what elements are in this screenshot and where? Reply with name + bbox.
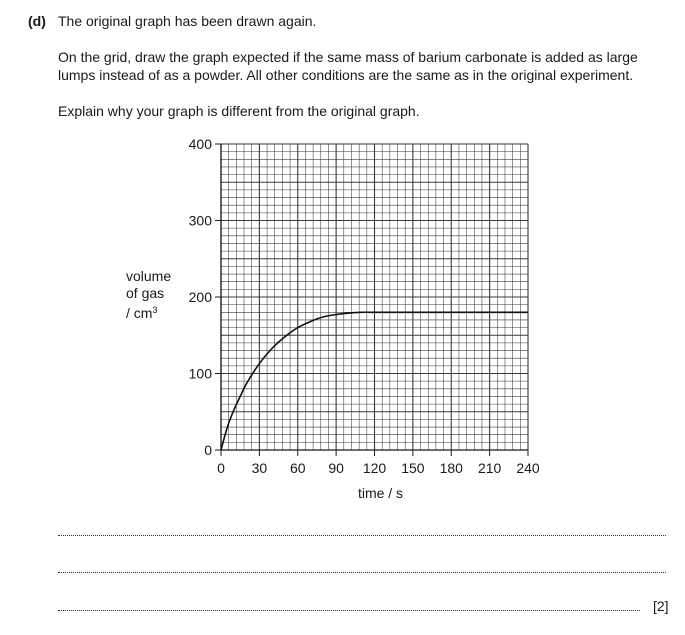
question-explain-prompt: Explain why your graph is different from… bbox=[58, 103, 420, 119]
y-axis-label-line-1: volume bbox=[126, 268, 172, 284]
tick-labels: 0 100 200 300 400 0 30 60 90 120 150 180 210 240 bbox=[189, 136, 540, 476]
y-axis-label-line-3: / cm3 bbox=[126, 302, 171, 322]
y-axis-label-line-2: of gas bbox=[126, 285, 165, 301]
x-tick-label: 0 bbox=[217, 460, 225, 476]
question-label: (d) bbox=[28, 13, 46, 29]
answer-line-3[interactable] bbox=[58, 610, 640, 611]
y-tick-label: 300 bbox=[189, 213, 213, 229]
question-intro: The original graph has been drawn again. bbox=[58, 13, 317, 29]
y-axis-unit: / cm bbox=[126, 305, 153, 321]
axes bbox=[215, 143, 529, 456]
answer-line-2[interactable] bbox=[58, 572, 666, 573]
x-tick-label: 60 bbox=[290, 460, 306, 476]
question-instruction: On the grid, draw the graph expected if … bbox=[58, 49, 638, 83]
y-tick-label: 400 bbox=[189, 136, 213, 152]
x-tick-label: 180 bbox=[440, 460, 464, 476]
y-axis-unit-superscript: 3 bbox=[152, 305, 158, 315]
x-tick-label: 120 bbox=[363, 460, 387, 476]
grid-lines bbox=[220, 143, 529, 451]
marks-allocation: [2] bbox=[653, 598, 669, 614]
x-tick-label: 30 bbox=[252, 460, 268, 476]
original-curve-group bbox=[220, 311, 528, 451]
x-tick-label: 150 bbox=[401, 460, 425, 476]
y-tick-label: 100 bbox=[189, 366, 213, 382]
y-tick-label: 0 bbox=[204, 442, 212, 458]
x-tick-label: 210 bbox=[478, 460, 502, 476]
original-curve bbox=[220, 311, 528, 451]
x-tick-label: 240 bbox=[516, 460, 540, 476]
x-axis-label: time / s bbox=[358, 485, 403, 501]
x-tick-label: 90 bbox=[328, 460, 344, 476]
answer-line-1[interactable] bbox=[58, 535, 666, 536]
y-tick-label: 200 bbox=[189, 289, 213, 305]
y-axis-label: volume of gas / cm3 bbox=[126, 268, 171, 322]
